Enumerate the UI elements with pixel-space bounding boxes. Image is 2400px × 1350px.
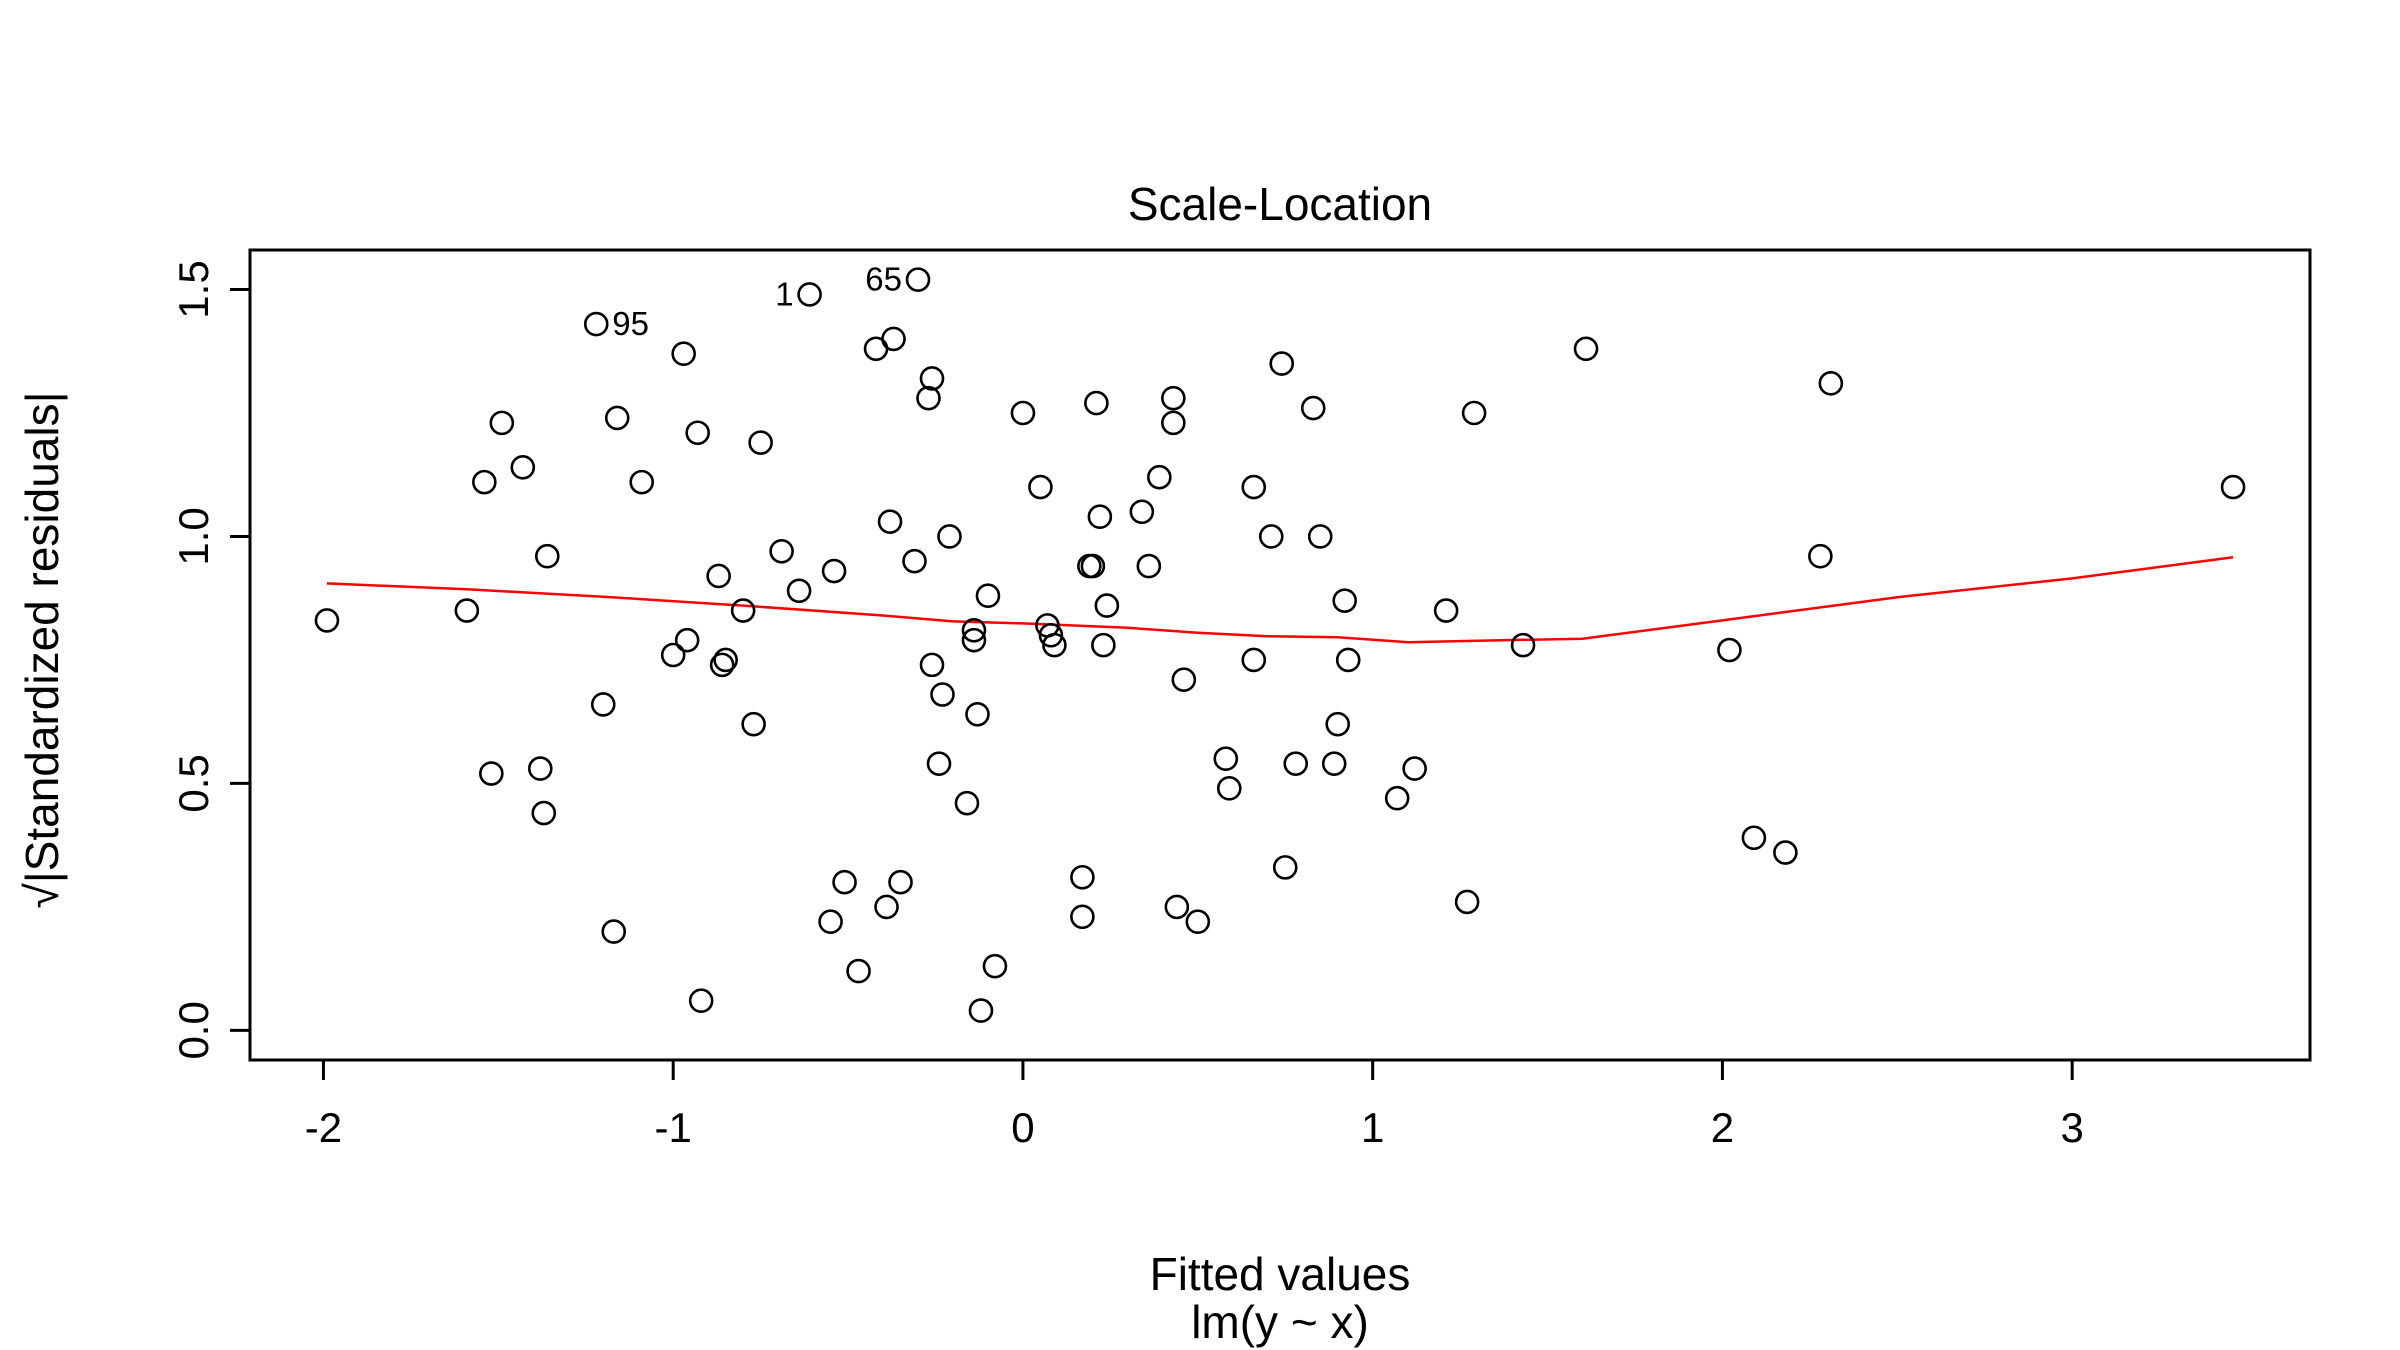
y-tick-label: 0.5 (170, 754, 217, 812)
x-tick-label: 2 (1711, 1104, 1734, 1151)
y-tick-label: 1.5 (170, 260, 217, 318)
x-tick-label: 3 (2060, 1104, 2083, 1151)
y-tick-label: 1.0 (170, 507, 217, 565)
x-tick-label: 1 (1361, 1104, 1384, 1151)
point-label: 65 (865, 261, 902, 298)
chart-subtitle: lm(y ~ x) (1191, 1296, 1369, 1348)
point-label: 1 (775, 275, 793, 312)
x-axis-title: Fitted values (1150, 1248, 1411, 1300)
x-tick-label: -1 (655, 1104, 692, 1151)
y-tick-label: 0.0 (170, 1001, 217, 1059)
y-axis-title: √|Standardized residuals| (16, 391, 68, 908)
x-tick-label: -2 (305, 1104, 342, 1151)
chart-title: Scale-Location (1128, 178, 1432, 230)
x-tick-label: 0 (1011, 1104, 1034, 1151)
point-label: 95 (612, 305, 649, 342)
